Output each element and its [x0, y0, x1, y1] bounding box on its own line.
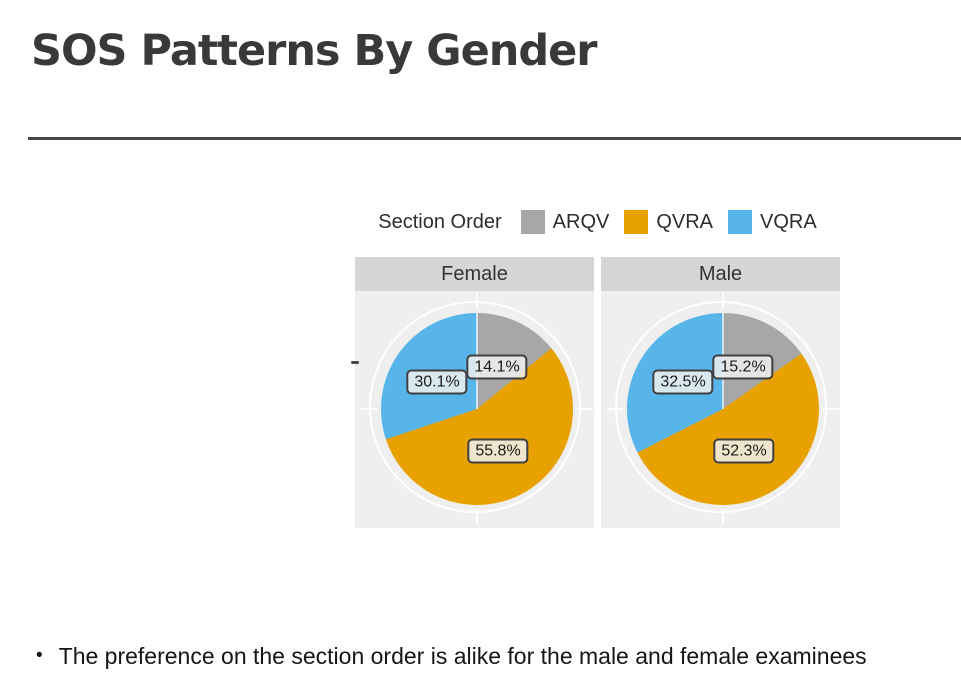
- polar-grid-tick-right: [823, 408, 839, 410]
- facet-panel-female: 14.1% 30.1% 55.8%: [355, 291, 594, 528]
- polar-grid-tick-left: [361, 408, 377, 410]
- legend-item-arqv: ARQV: [520, 210, 610, 234]
- polar-grid-tick-left: [607, 408, 623, 410]
- legend-label-vqra: VQRA: [760, 210, 817, 233]
- title-divider: [28, 137, 961, 140]
- facet-header-male: Male: [601, 257, 840, 291]
- legend-swatch-arqv: [520, 210, 545, 234]
- facet-male: Male 15.2% 32.5% 52.3%: [601, 257, 840, 528]
- bullet-text: The preference on the section order is a…: [58, 643, 867, 669]
- legend-swatch-qvra: [624, 210, 649, 234]
- legend-item-qvra: QVRA: [624, 210, 713, 234]
- page-title: SOS Patterns By Gender: [31, 26, 597, 76]
- facet-header-female: Female: [355, 257, 594, 291]
- bullet-marker: •: [36, 645, 43, 666]
- legend-title: Section Order: [378, 210, 502, 233]
- legend-label-qvra: QVRA: [656, 210, 714, 233]
- legend-item-vqra: VQRA: [728, 210, 817, 234]
- polar-grid-tick-right: [577, 408, 593, 410]
- polar-grid-tick-top: [476, 293, 478, 309]
- legend-swatch-vqra: [728, 210, 753, 234]
- chart-legend: Section Order ARQV QVRA VQRA: [340, 207, 855, 237]
- polar-grid-tick-bottom: [722, 509, 724, 525]
- slice-label-arqv-female: 14.1%: [466, 354, 528, 380]
- slice-label-vqra-male: 32.5%: [652, 369, 714, 395]
- polar-grid-tick-bottom: [476, 509, 478, 525]
- legend-label-arqv: ARQV: [552, 210, 610, 233]
- slice-label-vqra-female: 30.1%: [406, 369, 468, 395]
- facet-panel-male: 15.2% 32.5% 52.3%: [601, 291, 840, 528]
- polar-grid-ring: [369, 301, 581, 513]
- slice-label-qvra-female: 55.8%: [467, 438, 529, 464]
- y-axis-tick: [351, 361, 359, 364]
- slice-label-qvra-male: 52.3%: [713, 438, 775, 464]
- facet-female: Female 14.1% 30.1% 55.8%: [355, 257, 594, 528]
- bullet-point: • The preference on the section order is…: [36, 641, 951, 671]
- polar-grid-tick-top: [722, 293, 724, 309]
- slice-label-arqv-male: 15.2%: [712, 354, 774, 380]
- polar-grid-ring: [615, 301, 827, 513]
